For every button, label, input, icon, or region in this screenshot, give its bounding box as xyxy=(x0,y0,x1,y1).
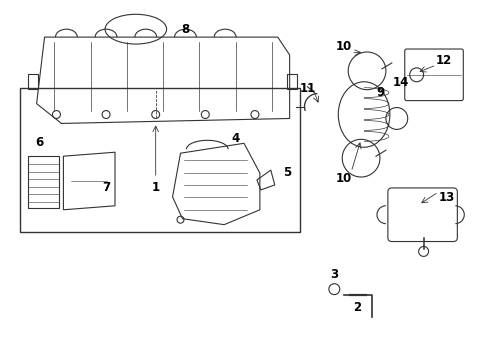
Text: 6: 6 xyxy=(36,136,43,149)
Text: 4: 4 xyxy=(230,132,239,145)
Text: 9: 9 xyxy=(376,86,384,99)
Text: 2: 2 xyxy=(352,301,361,314)
Text: 10: 10 xyxy=(335,40,352,53)
Text: 11: 11 xyxy=(299,82,315,95)
Bar xyxy=(20,88,299,231)
Text: 12: 12 xyxy=(434,54,450,67)
Text: 7: 7 xyxy=(102,181,110,194)
Text: 13: 13 xyxy=(437,192,454,204)
Text: 3: 3 xyxy=(329,268,338,281)
Text: 1: 1 xyxy=(151,181,160,194)
Text: 14: 14 xyxy=(392,76,408,89)
Text: 8: 8 xyxy=(181,23,189,36)
Text: 10: 10 xyxy=(335,171,352,185)
Text: 5: 5 xyxy=(283,166,291,179)
